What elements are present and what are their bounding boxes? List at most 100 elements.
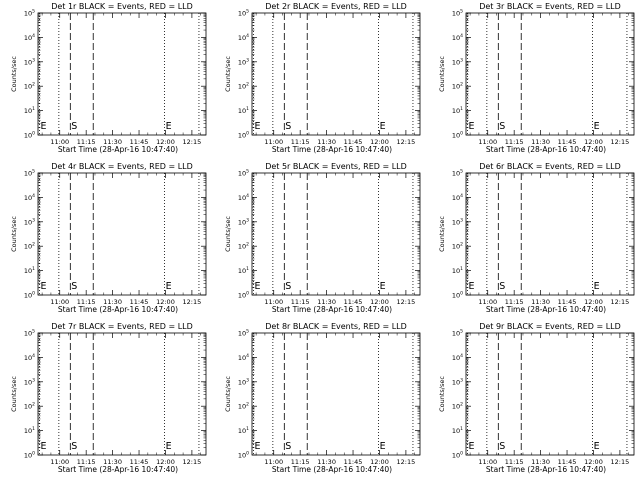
marker-label: E	[254, 441, 260, 452]
marker-label: E	[594, 121, 600, 132]
panel-title: Det 2r BLACK = Events, RED = LLD	[265, 2, 407, 11]
panel-title: Det 1r BLACK = Events, RED = LLD	[51, 2, 193, 11]
x-tick-label: 12:15	[183, 298, 202, 306]
x-axis-label: Start Time (28-Apr-16 10:47:40)	[486, 145, 606, 154]
x-tick-label: 11:00	[50, 458, 69, 466]
y-tick-label: 105	[238, 9, 249, 18]
x-tick-label: 11:30	[531, 298, 550, 306]
x-tick-label: 11:30	[531, 458, 550, 466]
x-tick-label: 11:30	[317, 458, 336, 466]
panel-title: Det 9r BLACK = Events, RED = LLD	[479, 322, 621, 331]
x-tick-label: 12:00	[156, 298, 175, 306]
panel-5: Det 5r BLACK = Events, RED = LLD 100 101 10…	[224, 162, 421, 314]
y-tick-label: 101	[238, 266, 249, 275]
x-tick-label: 11:00	[264, 138, 283, 146]
panel-title: Det 6r BLACK = Events, RED = LLD	[479, 162, 621, 171]
x-tick-label: 11:45	[130, 138, 149, 146]
y-tick-label: 105	[452, 9, 463, 18]
x-tick-label: 11:30	[103, 458, 122, 466]
x-tick-label: 11:15	[291, 458, 310, 466]
x-axis-label: Start Time (28-Apr-16 10:47:40)	[486, 305, 606, 314]
y-tick-label: 103	[238, 57, 249, 66]
x-tick-label: 11:45	[344, 298, 363, 306]
x-tick-label: 11:30	[317, 298, 336, 306]
y-tick-label: 104	[452, 353, 463, 362]
plot-frame	[37, 172, 207, 296]
marker-label: E	[380, 281, 386, 292]
y-tick-label: 101	[238, 426, 249, 435]
y-tick-label: 105	[24, 329, 35, 338]
marker-label: E	[166, 121, 172, 132]
y-tick-label: 101	[24, 266, 35, 275]
y-tick-label: 101	[452, 106, 463, 115]
plot-frame	[251, 332, 421, 456]
x-tick-label: 11:00	[50, 298, 69, 306]
marker-label: S	[285, 441, 291, 452]
y-tick-label: 103	[452, 377, 463, 386]
x-tick-label: 11:00	[264, 458, 283, 466]
y-tick-label: 103	[238, 217, 249, 226]
marker-label: S	[71, 121, 77, 132]
panel-9: Det 9r BLACK = Events, RED = LLD 100 101 10…	[438, 322, 635, 474]
panel-title: Det 4r BLACK = Events, RED = LLD	[51, 162, 193, 171]
y-tick-label: 104	[24, 33, 35, 42]
y-tick-label: 105	[452, 169, 463, 178]
marker-label: E	[380, 121, 386, 132]
y-tick-label: 103	[452, 217, 463, 226]
y-tick-label: 102	[452, 402, 463, 411]
y-tick-label: 103	[452, 57, 463, 66]
y-axis-label: Counts/sec	[224, 376, 232, 412]
y-tick-label: 100	[238, 451, 249, 460]
panel-3: Det 3r BLACK = Events, RED = LLD 100 101 10…	[438, 2, 635, 154]
x-tick-label: 11:00	[478, 138, 497, 146]
y-tick-label: 103	[24, 57, 35, 66]
panel-1: Det 1r BLACK = Events, RED = LLD 100 101 10…	[10, 2, 207, 154]
marker-label: E	[380, 441, 386, 452]
y-axis-label: Counts/sec	[10, 376, 18, 412]
y-tick-label: 104	[238, 193, 249, 202]
x-tick-label: 11:15	[291, 138, 310, 146]
x-tick-label: 11:30	[317, 138, 336, 146]
panel-7: Det 7r BLACK = Events, RED = LLD 100 101 10…	[10, 322, 207, 474]
y-tick-label: 100	[238, 291, 249, 300]
x-axis-label: Start Time (28-Apr-16 10:47:40)	[58, 145, 178, 154]
panel-title: Det 7r BLACK = Events, RED = LLD	[51, 322, 193, 331]
x-tick-label: 12:15	[397, 298, 416, 306]
x-tick-label: 11:15	[77, 138, 96, 146]
x-tick-label: 11:45	[130, 298, 149, 306]
x-axis-label: Start Time (28-Apr-16 10:47:40)	[58, 305, 178, 314]
marker-label: E	[254, 281, 260, 292]
y-axis-label: Counts/sec	[224, 216, 232, 252]
x-tick-label: 11:30	[531, 138, 550, 146]
x-axis-label: Start Time (28-Apr-16 10:47:40)	[486, 465, 606, 474]
x-tick-label: 12:00	[584, 138, 603, 146]
y-tick-label: 100	[238, 131, 249, 140]
marker-label: E	[468, 441, 474, 452]
marker-label: S	[285, 121, 291, 132]
y-axis-label: Counts/sec	[438, 376, 446, 412]
x-tick-label: 11:15	[291, 298, 310, 306]
x-tick-label: 12:00	[370, 458, 389, 466]
x-tick-label: 12:15	[611, 138, 630, 146]
y-axis-label: Counts/sec	[224, 56, 232, 92]
y-tick-label: 103	[238, 377, 249, 386]
x-tick-label: 11:30	[103, 298, 122, 306]
marker-label: E	[166, 281, 172, 292]
x-tick-label: 12:15	[397, 458, 416, 466]
panel-8: Det 8r BLACK = Events, RED = LLD 100 101 10…	[224, 322, 421, 474]
x-tick-label: 11:15	[505, 298, 524, 306]
y-tick-label: 101	[452, 426, 463, 435]
x-tick-label: 12:15	[611, 298, 630, 306]
x-tick-label: 12:00	[156, 138, 175, 146]
x-tick-label: 11:45	[344, 138, 363, 146]
plot-frame	[37, 332, 207, 456]
x-tick-label: 12:15	[183, 138, 202, 146]
y-tick-label: 104	[24, 353, 35, 362]
marker-label: S	[71, 441, 77, 452]
x-tick-label: 11:45	[558, 458, 577, 466]
marker-label: E	[40, 441, 46, 452]
marker-label: E	[468, 121, 474, 132]
x-tick-label: 11:00	[264, 298, 283, 306]
x-tick-label: 11:00	[478, 458, 497, 466]
marker-label: S	[499, 441, 505, 452]
